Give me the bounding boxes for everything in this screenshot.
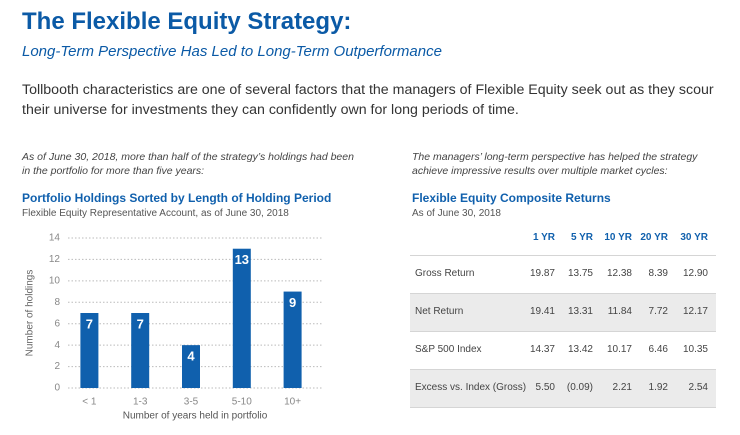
cell: 13.42: [567, 344, 593, 355]
y-tick-label: 8: [54, 297, 60, 308]
chart-subtitle: Flexible Equity Representative Account, …: [22, 208, 289, 219]
y-tick-label: 4: [54, 340, 60, 351]
cell: 19.87: [529, 268, 555, 279]
x-tick-label: < 1: [82, 397, 97, 408]
bar-label: 4: [187, 349, 195, 364]
right-caption: The managers’ long-term perspective has …: [412, 151, 698, 177]
x-tick-label: 1-3: [133, 397, 148, 408]
left-caption: As of June 30, 2018, more than half of t…: [22, 151, 354, 177]
cell: 2.54: [688, 382, 708, 393]
bar-label: 9: [289, 295, 296, 310]
table-subtitle: As of June 30, 2018: [412, 208, 501, 219]
x-axis-label: Number of years held in portfolio: [123, 411, 268, 422]
cell: (0.09): [566, 382, 593, 393]
cell: 10.35: [682, 344, 708, 355]
chart-title: Portfolio Holdings Sorted by Length of H…: [22, 191, 332, 205]
y-tick-label: 12: [49, 254, 61, 265]
cell: 2.21: [612, 382, 632, 393]
bar-label: 13: [235, 252, 249, 267]
column-header: 30 YR: [680, 232, 708, 243]
x-tick-label: 5-10: [232, 397, 252, 408]
cell: 5.50: [535, 382, 555, 393]
cell: 12.90: [682, 268, 708, 279]
cell: 13.75: [567, 268, 593, 279]
row-label: Net Return: [415, 306, 464, 317]
column-header: 5 YR: [570, 232, 593, 243]
row-background: [410, 293, 716, 331]
y-tick-label: 14: [49, 233, 61, 244]
table-title: Flexible Equity Composite Returns: [412, 191, 611, 205]
cell: 7.72: [648, 306, 668, 317]
row-label: S&P 500 Index: [415, 344, 482, 355]
cell: 8.39: [648, 268, 668, 279]
row-divider: [410, 331, 716, 332]
bar: [182, 345, 200, 388]
y-axis-label: Number of holdings: [25, 270, 36, 357]
cell: 13.31: [567, 306, 593, 317]
title: The Flexible Equity Strategy:: [22, 8, 352, 35]
column-header: 10 YR: [604, 232, 632, 243]
bar: [131, 313, 150, 388]
bar: [80, 313, 99, 388]
cell: 11.84: [607, 306, 632, 317]
row-label: Excess vs. Index (Gross): [415, 382, 527, 393]
row-divider: [410, 255, 716, 256]
bar-label: 7: [137, 316, 144, 331]
row-divider: [410, 407, 716, 408]
row-label: Gross Return: [415, 268, 475, 279]
row-divider: [410, 369, 716, 370]
row-divider: [410, 293, 716, 294]
column-header: 20 YR: [640, 232, 668, 243]
cell: 19.41: [529, 306, 555, 317]
y-tick-label: 2: [54, 361, 60, 372]
cell: 6.46: [648, 344, 668, 355]
bar: [232, 248, 251, 388]
x-tick-label: 3-5: [184, 397, 199, 408]
cell: 14.37: [529, 344, 555, 355]
cell: 12.38: [606, 268, 632, 279]
y-tick-label: 0: [54, 383, 60, 394]
bar: [283, 291, 302, 388]
bar-label: 7: [86, 316, 93, 331]
cell: 1.92: [648, 382, 668, 393]
cell: 12.17: [682, 306, 708, 317]
subtitle: Long-Term Perspective Has Led to Long-Te…: [22, 43, 442, 60]
row-background: [410, 369, 716, 407]
x-tick-label: 10+: [284, 397, 301, 408]
intro: Tollbooth characteristics are one of sev…: [22, 82, 714, 118]
y-tick-label: 10: [49, 275, 61, 286]
column-header: 1 YR: [532, 232, 555, 243]
y-tick-label: 6: [54, 318, 60, 329]
cell: 10.17: [606, 344, 632, 355]
